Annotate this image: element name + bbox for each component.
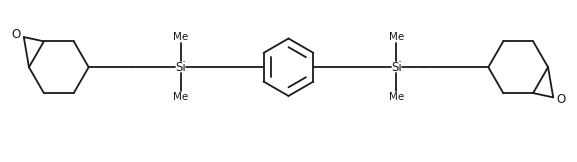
Text: Me: Me xyxy=(173,92,188,102)
Text: Me: Me xyxy=(389,92,404,102)
Text: Me: Me xyxy=(173,32,188,42)
Text: O: O xyxy=(557,93,566,106)
Text: Si: Si xyxy=(175,61,186,74)
Text: Si: Si xyxy=(391,61,402,74)
Text: O: O xyxy=(11,28,20,41)
Text: Me: Me xyxy=(389,32,404,42)
